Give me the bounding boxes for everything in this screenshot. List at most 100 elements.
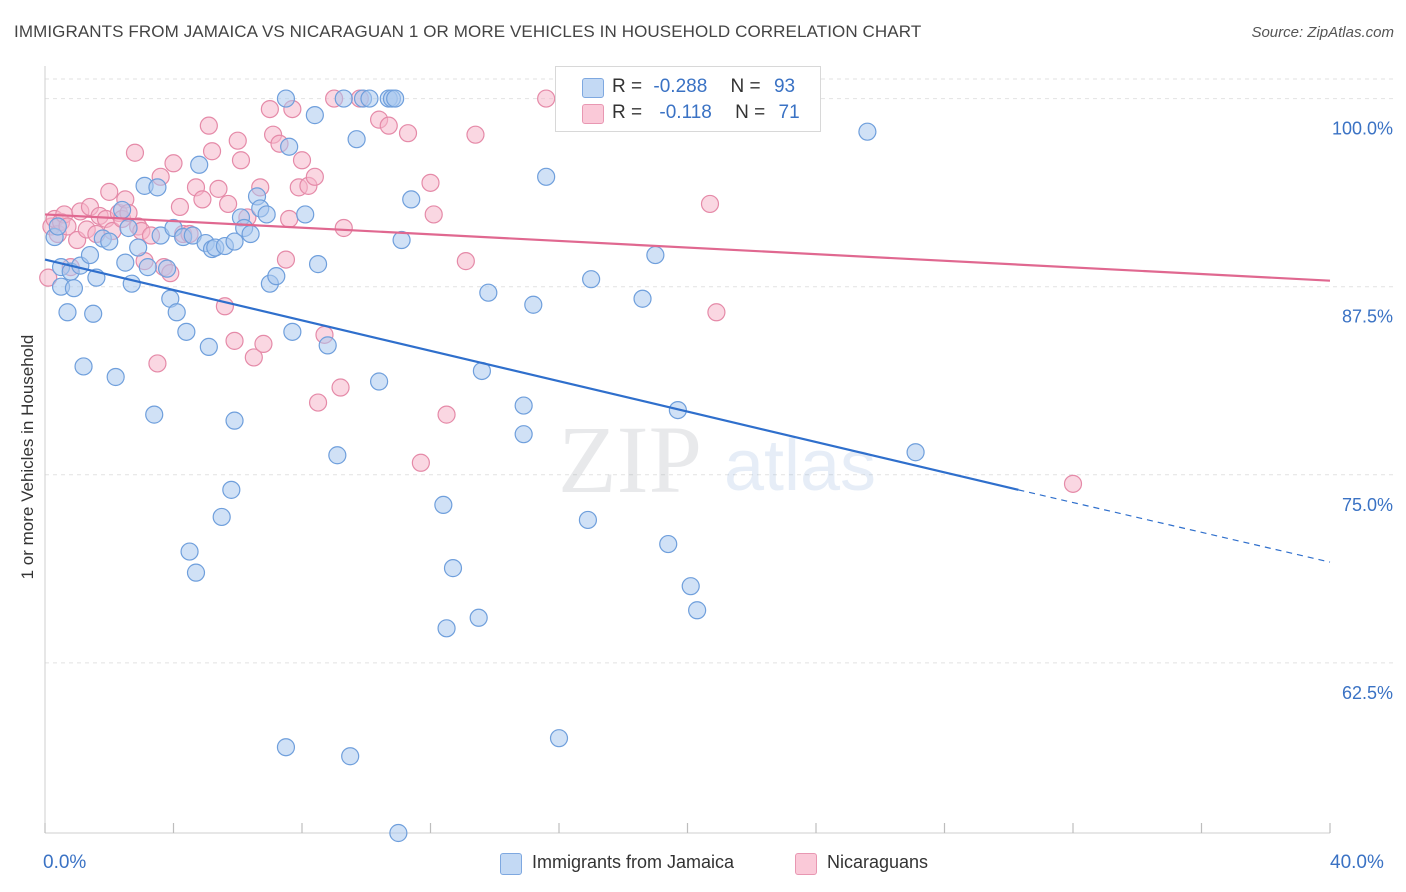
nicaraguans-point	[1063, 474, 1083, 493]
nicaraguans-point	[219, 194, 238, 214]
jamaica-point	[276, 738, 296, 757]
jamaica-point	[437, 619, 456, 638]
legend-r-value: -0.118	[659, 102, 712, 123]
y-tick-labels: 62.5% 75.0% 87.5% 100.0%	[1332, 119, 1393, 703]
jamaica-point	[341, 747, 360, 766]
jamaica-point	[469, 608, 488, 627]
legend-r-value: -0.288	[653, 76, 708, 97]
jamaica-point	[479, 283, 498, 302]
jamaica-point	[308, 255, 328, 274]
nicaraguans-point	[276, 250, 296, 269]
jamaica-point	[443, 559, 463, 578]
nicaraguans-point	[424, 205, 443, 224]
nicaraguans-point	[39, 268, 58, 287]
jamaica-point	[646, 245, 665, 265]
watermark-zip: ZIP	[558, 406, 702, 513]
nicaraguans-point	[228, 131, 247, 150]
jamaica-point	[241, 224, 260, 244]
jamaica-point	[145, 405, 164, 424]
jamaica-trend-line	[44, 258, 1019, 491]
nicaraguans-point	[225, 331, 244, 350]
jamaica-point	[549, 729, 569, 748]
jamaica-point	[318, 336, 337, 355]
jamaica-point	[199, 337, 218, 356]
jamaica-point	[514, 425, 533, 444]
nicaraguans-point	[193, 190, 212, 209]
jamaica-point	[280, 137, 299, 156]
jamaica-point	[64, 279, 84, 298]
watermark: ZIP atlas	[558, 406, 876, 513]
source-label: Source: ZipAtlas.com	[1251, 24, 1394, 41]
nicaraguans-point	[379, 116, 398, 135]
jamaica-point	[267, 267, 286, 286]
nicaraguans-point	[292, 151, 312, 170]
jamaica-point	[222, 480, 241, 499]
legend-r-label: R =	[612, 76, 643, 97]
jamaica-point	[138, 258, 157, 277]
jamaica-point	[537, 167, 556, 186]
nicaraguans-point	[456, 252, 475, 271]
watermark-atlas: atlas	[724, 426, 876, 506]
legend-r-label: R =	[612, 102, 643, 123]
y-tick-label: 62.5%	[1342, 683, 1393, 703]
nicaraguans-point	[466, 125, 485, 144]
jamaica-point	[212, 507, 231, 527]
chart-title: IMMIGRANTS FROM JAMAICA VS NICARAGUAN 1 …	[14, 22, 922, 41]
jamaica-point	[360, 89, 379, 108]
jamaica-point	[370, 372, 389, 391]
bottom-legend-label: Nicaraguans	[827, 852, 929, 872]
jamaica-point	[276, 89, 296, 108]
bottom-legend-swatch-pink	[795, 853, 817, 875]
jamaica-point	[58, 303, 77, 322]
jamaica-point	[283, 322, 302, 341]
jamaica-point	[582, 270, 601, 289]
jamaica-point	[106, 367, 125, 387]
jamaica-point	[578, 510, 598, 530]
legend-n-label: N =	[730, 76, 761, 97]
nicaraguans-point	[331, 378, 350, 397]
jamaica-point	[858, 122, 877, 141]
jamaica-point	[116, 253, 135, 272]
jamaica-point	[659, 534, 678, 554]
jamaica-point	[180, 542, 199, 561]
y-tick-label: 100.0%	[1332, 119, 1393, 139]
jamaica-point	[157, 259, 177, 278]
jamaica-point	[514, 396, 533, 415]
nicaraguans-point	[209, 179, 228, 198]
legend-swatch-blue	[582, 78, 604, 98]
nicaraguans-point	[244, 348, 263, 367]
nicaraguans-point	[100, 182, 119, 201]
jamaica-point	[347, 130, 366, 149]
jamaica-point	[334, 89, 353, 108]
jamaica-point	[257, 205, 276, 224]
x-tick-label-max: 40.0%	[1330, 852, 1384, 873]
stats-legend: R = -0.288 N = 93 R = -0.118 N = 71	[555, 66, 821, 132]
jamaica-point	[389, 823, 408, 843]
nicaraguans-point	[164, 154, 183, 173]
trend-lines	[44, 213, 1331, 563]
jamaica-point	[48, 217, 67, 236]
legend-n-label: N =	[735, 102, 766, 123]
nicaraguans-point	[148, 354, 167, 373]
jamaica-point	[434, 495, 453, 515]
jamaica-point	[119, 218, 138, 238]
nicaraguans-point	[421, 173, 440, 192]
jamaica-point	[74, 357, 93, 376]
nicaraguans-trend-line	[44, 213, 1331, 282]
jamaica-point	[80, 245, 100, 265]
nicaraguans-point	[125, 143, 145, 162]
nicaraguans-point	[411, 453, 430, 472]
y-tick-label: 87.5%	[1342, 307, 1393, 327]
nicaraguans-point	[305, 167, 324, 186]
y-tick-label: 75.0%	[1342, 495, 1393, 515]
nicaraguans-point	[254, 334, 273, 353]
jamaica-point	[386, 89, 405, 108]
jamaica-point	[681, 577, 700, 596]
nicaraguans-point	[398, 124, 418, 143]
jamaica-point	[906, 443, 925, 462]
bottom-legend-label: Immigrants from Jamaica	[532, 852, 735, 872]
legend-n-value: 93	[773, 76, 796, 97]
jamaica-point	[402, 190, 421, 209]
jamaica-point	[305, 106, 324, 125]
